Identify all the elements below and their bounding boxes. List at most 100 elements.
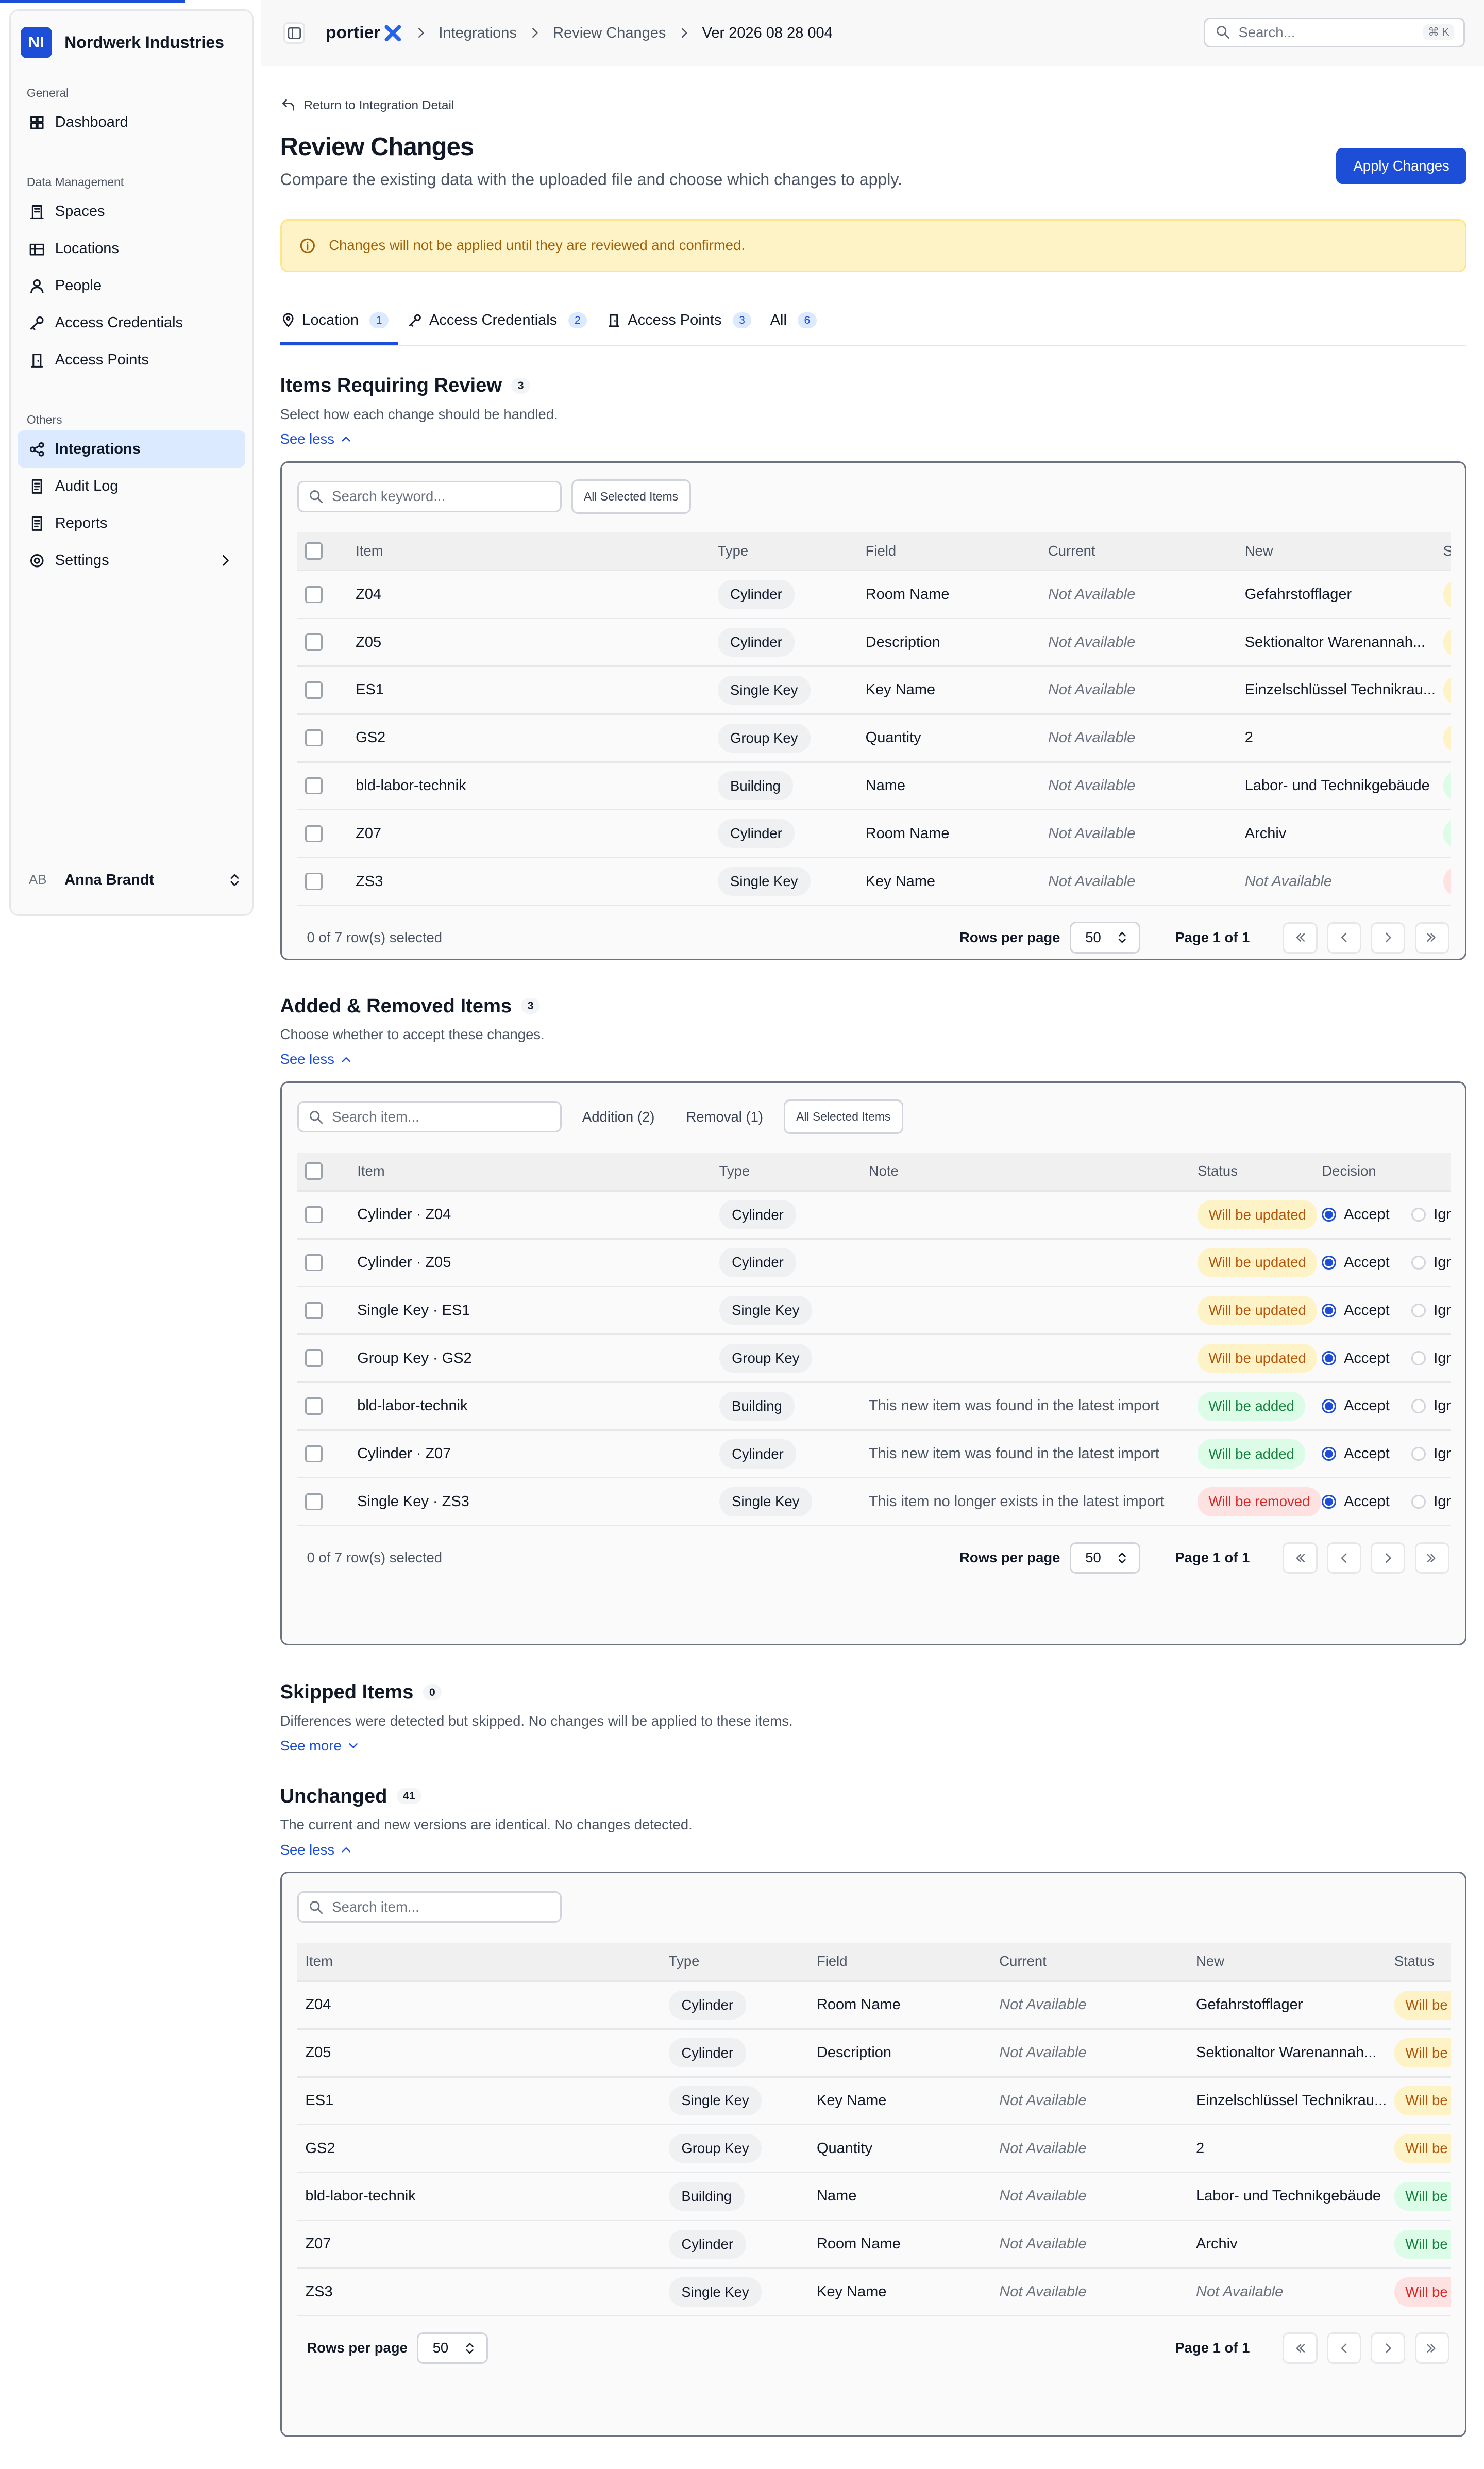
cell-text: Single Key · ES1 [357, 1302, 470, 1319]
row-checkbox[interactable] [305, 873, 323, 890]
section-toggle[interactable]: See less [280, 427, 1467, 452]
nav-item[interactable]: Access Points [18, 342, 246, 379]
nav-item[interactable]: Access Credentials [18, 304, 246, 341]
table-search[interactable]: Search item... [297, 1891, 562, 1923]
radio-label: Ignore [1434, 1349, 1451, 1366]
radio[interactable] [1322, 1303, 1336, 1317]
filter-button[interactable]: Removal (1) [686, 1108, 764, 1125]
org[interactable]: NI Nordwerk Industries [20, 19, 252, 66]
status-badge: Will be updated [1443, 580, 1451, 609]
filter-button[interactable]: Addition (2) [582, 1108, 655, 1125]
cell: Cylinder [668, 2038, 817, 2067]
nav-item[interactable]: Spaces [18, 193, 246, 230]
decision-option[interactable]: Ignore [1411, 1397, 1451, 1414]
table-search-placeholder: Search item... [332, 1898, 419, 1915]
table-search[interactable]: Search keyword... [297, 480, 562, 513]
row-checkbox[interactable] [305, 1445, 323, 1463]
page-button[interactable] [1326, 1542, 1361, 1574]
tab[interactable]: All 6 [770, 297, 820, 343]
decision-option[interactable]: Ignore [1411, 1445, 1451, 1462]
radio[interactable] [1411, 1351, 1426, 1365]
nav-item[interactable]: People [18, 267, 246, 304]
section-toggle[interactable]: See less [280, 1047, 1467, 1072]
row-checkbox[interactable] [305, 633, 323, 651]
table-search[interactable]: Search item... [297, 1101, 562, 1133]
page-button[interactable] [1283, 922, 1318, 954]
breadcrumb[interactable]: Integrations [439, 24, 517, 41]
page-button[interactable] [1371, 2332, 1406, 2364]
tab[interactable]: Location 1 [280, 297, 398, 345]
rows-per-page-select[interactable]: 50 [1069, 1542, 1141, 1574]
page-button[interactable] [1414, 1542, 1449, 1574]
tab[interactable]: Access Credentials 2 [407, 297, 590, 343]
nav-item[interactable]: Locations [18, 230, 246, 267]
radio[interactable] [1411, 1494, 1426, 1509]
sidebar-toggle[interactable] [283, 22, 306, 44]
page-button[interactable] [1283, 1542, 1318, 1574]
user-menu[interactable]: AB Anna Brandt [21, 864, 243, 896]
page-button[interactable] [1371, 1542, 1406, 1574]
decision-option[interactable]: Ignore [1411, 1254, 1451, 1271]
decision-option[interactable]: Ignore [1411, 1350, 1451, 1367]
row-checkbox[interactable] [305, 729, 323, 747]
filter-button[interactable]: All Selected Items [783, 1099, 903, 1135]
filter-button[interactable]: All Selected Items [571, 479, 691, 514]
apply-button[interactable]: Apply Changes [1336, 148, 1467, 185]
nav-item[interactable]: Audit Log [18, 468, 246, 505]
decision-option[interactable]: Ignore [1411, 1302, 1451, 1319]
row-checkbox[interactable] [305, 1397, 323, 1415]
decision-option[interactable]: Accept [1322, 1397, 1390, 1414]
icon-shape [282, 313, 294, 327]
row-checkbox[interactable] [305, 777, 323, 795]
page-button[interactable] [1283, 2332, 1318, 2364]
page-button[interactable] [1414, 2332, 1449, 2364]
row-checkbox[interactable] [305, 1349, 323, 1367]
rows-per-page-select[interactable]: 50 [417, 2332, 488, 2364]
page-button[interactable] [1371, 922, 1406, 954]
row-checkbox[interactable] [305, 1493, 323, 1511]
rows-per-page-select[interactable]: 50 [1069, 922, 1141, 954]
select-all[interactable] [305, 542, 323, 560]
select-all[interactable] [305, 1162, 323, 1180]
page-button[interactable] [1326, 2332, 1361, 2364]
tab[interactable]: Access Points 3 [606, 297, 755, 343]
section-toggle[interactable]: See more [280, 1733, 1467, 1759]
radio[interactable] [1411, 1207, 1426, 1222]
row-checkbox[interactable] [305, 1206, 323, 1224]
decision-option[interactable]: Accept [1322, 1254, 1390, 1271]
decision-option[interactable]: Accept [1322, 1302, 1390, 1319]
breadcrumb[interactable]: Ver 2026 08 28 004 [702, 24, 833, 41]
decision-option[interactable]: Ignore [1411, 1493, 1451, 1510]
row-checkbox[interactable] [305, 1302, 323, 1319]
page-button[interactable] [1326, 922, 1361, 954]
decision-option[interactable]: Accept [1322, 1493, 1390, 1510]
row-checkbox[interactable] [305, 681, 323, 699]
radio[interactable] [1411, 1399, 1426, 1413]
radio[interactable] [1411, 1255, 1426, 1270]
row-checkbox[interactable] [305, 1254, 323, 1272]
radio[interactable] [1322, 1351, 1336, 1365]
nav-item[interactable]: Reports [18, 505, 246, 542]
back-link[interactable]: Return to Integration Detail [280, 97, 454, 113]
decision-option[interactable]: Accept [1322, 1206, 1390, 1223]
nav-item[interactable]: Dashboard [18, 104, 246, 141]
radio[interactable] [1322, 1255, 1336, 1270]
radio[interactable] [1411, 1303, 1426, 1317]
decision-option[interactable]: Ignore [1411, 1206, 1451, 1223]
radio[interactable] [1322, 1399, 1336, 1413]
row-checkbox[interactable] [305, 825, 323, 843]
nav-item[interactable]: Integrations [17, 430, 246, 468]
page-button[interactable] [1414, 922, 1449, 954]
radio[interactable] [1322, 1494, 1336, 1509]
radio[interactable] [1411, 1446, 1426, 1461]
radio[interactable] [1322, 1207, 1336, 1222]
section-toggle[interactable]: See less [280, 1837, 1467, 1862]
table-search-placeholder: Search item... [332, 1108, 419, 1125]
nav-item[interactable]: Settings [18, 542, 246, 579]
global-search[interactable]: Search... ⌘ K [1204, 17, 1465, 47]
decision-option[interactable]: Accept [1322, 1350, 1390, 1367]
decision-option[interactable]: Accept [1322, 1445, 1390, 1462]
row-checkbox[interactable] [305, 586, 323, 604]
radio[interactable] [1322, 1446, 1336, 1461]
breadcrumb[interactable]: Review Changes [553, 24, 666, 41]
